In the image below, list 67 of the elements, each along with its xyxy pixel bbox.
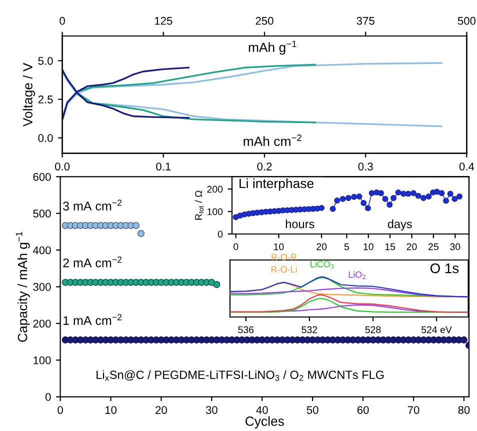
x-tick-label: 0.3 (358, 162, 373, 170)
x-tick-label: 20 (316, 243, 327, 250)
x-tick-label: 50 (306, 406, 318, 414)
point (318, 204, 325, 211)
x-tick-label: 40 (256, 406, 268, 414)
chart-title: Li interphase (240, 178, 314, 191)
x-tick-label: 15 (385, 243, 396, 250)
point (213, 281, 220, 288)
x2-tick-label: 0 (60, 16, 65, 25)
x2-tick-label: 500 (458, 16, 476, 25)
x-axis-title: mAh cm$^{−2}$ (244, 134, 302, 146)
x-tick-label: 0.2 (257, 162, 272, 170)
y-tick-label: 600 (33, 172, 51, 181)
x-tick-label: 528 (365, 326, 381, 334)
y-tick-label: 100 (207, 208, 223, 216)
x-tick-label: 0.1 (156, 162, 171, 170)
annotation: hours (286, 220, 314, 228)
x2-tick-label: 125 (154, 16, 172, 25)
x-tick-label: 10 (274, 243, 284, 250)
y-tick-label: 500 (33, 210, 51, 218)
series-label: LiCO$_{3}$ (310, 260, 334, 269)
point (138, 230, 145, 238)
y-axis-title: Voltage / V (22, 62, 36, 126)
y-tick-label: 100 (34, 356, 51, 364)
x-tick-label: 10 (364, 243, 374, 250)
y-axis-title: Capacity / mAh g$^{−1}$ (16, 232, 30, 342)
x-tick-label: 0.0 (55, 162, 70, 170)
x-tick-label: 0 (234, 243, 238, 250)
x-tick-label: 30 (450, 243, 460, 250)
series-label: 1 mA cm$^{−2}$ (64, 314, 122, 325)
y-tick-label: 0 (46, 393, 51, 401)
x-axis-title: Cycles (246, 416, 284, 428)
x2-tick-label: 375 (356, 16, 374, 25)
y-tick-label: 5.0 (38, 56, 53, 65)
y-tick-label: 200 (207, 186, 223, 193)
x-tick-label: 524 eV (422, 326, 452, 334)
series-label: LiO$_{2}$ (348, 271, 366, 280)
x-tick-label: 70 (408, 406, 420, 414)
x-tick-label: 60 (357, 406, 369, 414)
y-tick-label: 200 (33, 320, 51, 328)
point (132, 222, 140, 230)
y-tick-label: 400 (32, 246, 51, 254)
x-tick-label: 5 (344, 243, 349, 250)
y-tick-label: 2.5 (38, 96, 53, 104)
annotation: O 1s (430, 263, 459, 274)
x2-axis-title: mAh g$^{−1}$ (248, 40, 296, 55)
x-tick-label: 532 (302, 326, 318, 334)
x-tick-label: 20 (406, 243, 417, 250)
series-label: 2 mA cm$^{−2}$ (63, 256, 122, 268)
x-tick-label: 0 (58, 406, 63, 414)
annotation: days (388, 220, 412, 231)
x-tick-label: 25 (428, 243, 438, 250)
x-tick-label: 10 (105, 406, 116, 414)
x2-tick-label: 250 (256, 16, 274, 25)
x-tick-label: 536 (238, 326, 254, 334)
series-label: R-O-R R-O-Li (271, 254, 297, 273)
y-axis-title: R$_{tot}$ / Ω (194, 190, 204, 220)
series-label: 3 mA cm$^{−2}$ (63, 200, 122, 210)
y-tick-label: 0.0 (38, 134, 53, 142)
x-tick-label: 80 (458, 406, 470, 414)
annotation: Li$_{x}$Sn@C / PEGDME-LiTFSI-LiNO$_{3}$ / O$_{2}$ MWCNTs FLG (96, 370, 384, 381)
y-tick-label: 0 (218, 230, 223, 238)
point (456, 193, 462, 200)
x-tick-label: 20 (156, 406, 167, 414)
x-tick-label: 0.4 (459, 162, 474, 170)
y-tick-label: 300 (33, 283, 51, 291)
x-tick-label: 30 (206, 406, 218, 414)
